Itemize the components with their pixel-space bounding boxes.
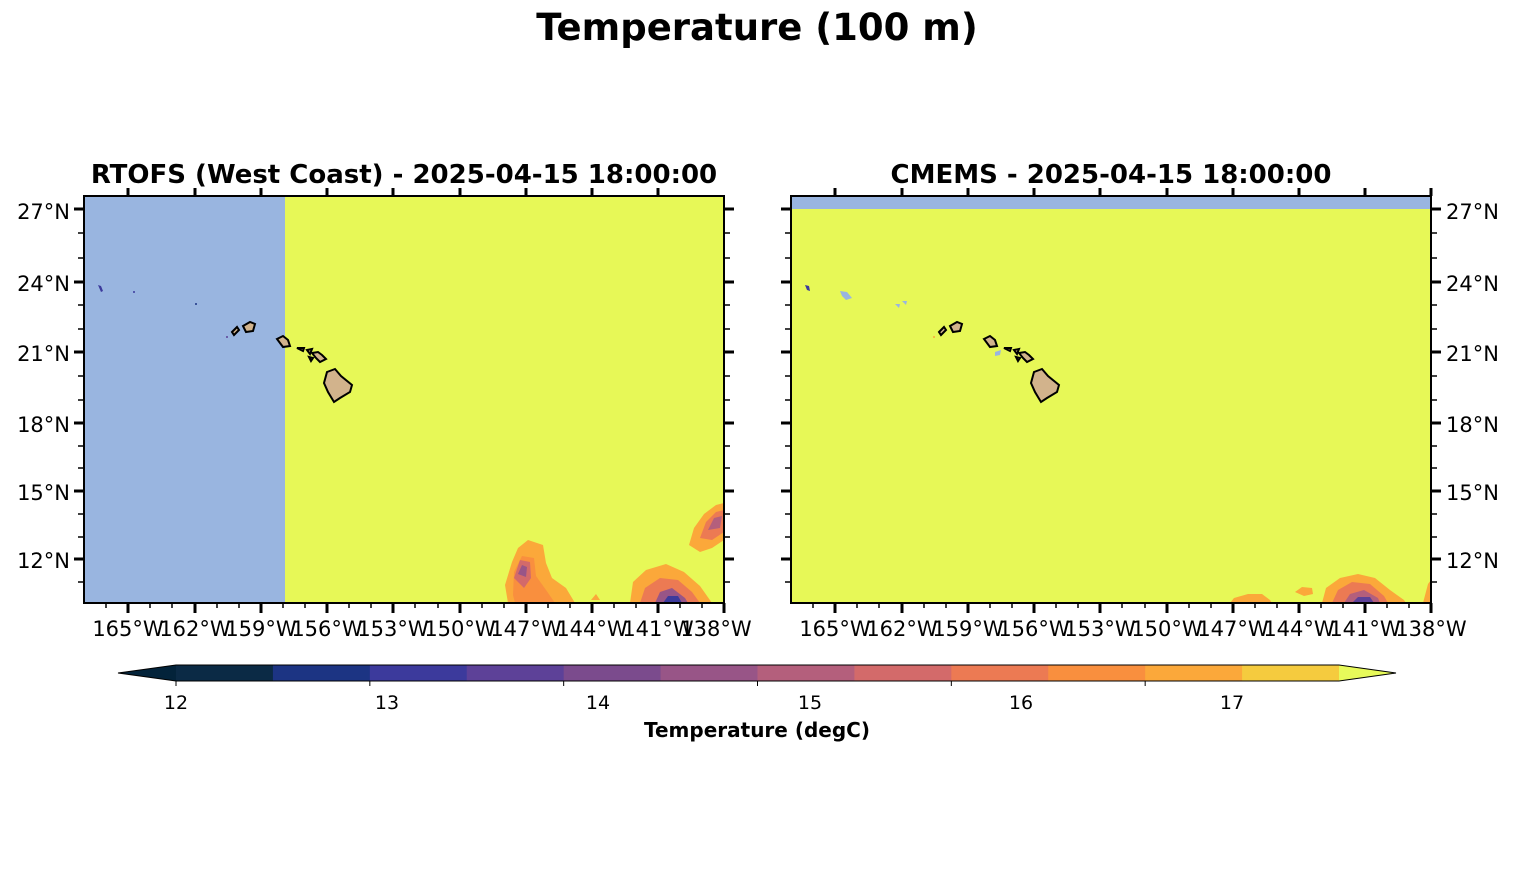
lat-label: 12°N — [17, 549, 70, 573]
colorbar-cell — [176, 665, 274, 681]
lat-label: 15°N — [1446, 481, 1499, 505]
colorbar-tick-label: 16 — [1009, 692, 1033, 714]
colorbar-tick-label: 12 — [164, 692, 188, 714]
colorbar-cell — [369, 665, 468, 681]
lon-label: 150°W — [1131, 617, 1203, 641]
warm-field — [791, 196, 1431, 603]
lon-label: 144°W — [556, 617, 628, 641]
colorbar-tick-label: 17 — [1220, 692, 1244, 714]
colorbar-cell — [660, 665, 758, 681]
lon-label: 156°W — [291, 617, 363, 641]
lon-label: 159°W — [225, 617, 297, 641]
cool-patch-3 — [689, 503, 724, 552]
lat-label: 18°N — [1446, 413, 1499, 437]
lat-label: 21°N — [17, 342, 70, 366]
colorbar: 12 13 14 15 16 17 — [117, 664, 1397, 714]
lon-ticks-left — [126, 188, 726, 613]
colorbar-cell — [757, 665, 855, 681]
lat-label: 27°N — [1446, 200, 1499, 224]
lon-label: 138°W — [1395, 617, 1467, 641]
lon-label: 153°W — [1064, 617, 1136, 641]
map-panel-rtofs: 27°N 24°N 21°N 18°N 15°N 12°N 165°W 162°… — [17, 188, 752, 641]
panel-title-cmems: CMEMS - 2025-04-15 18:00:00 — [890, 160, 1332, 190]
lon-label: 144°W — [1263, 617, 1335, 641]
colorbar-label: Temperature (degC) — [644, 718, 870, 742]
lat-ticks-right — [781, 207, 1441, 561]
lat-label: 18°N — [17, 413, 70, 437]
lon-label: 150°W — [424, 617, 496, 641]
island-group — [230, 320, 354, 404]
cool-patch-2 — [630, 564, 712, 603]
figure-title: Temperature (100 m) — [536, 6, 978, 49]
lon-label: 153°W — [357, 617, 429, 641]
colorbar-under-triangle — [118, 665, 176, 681]
map-panel-cmems: 27°N 24°N 21°N 18°N 15°N 12°N 165°W 162°… — [781, 188, 1499, 641]
lon-label: 159°W — [932, 617, 1004, 641]
no-data-region — [84, 196, 285, 603]
colorbar-tick-label: 14 — [586, 692, 610, 714]
colorbar-cell — [563, 665, 662, 681]
lat-labels-right: 27°N 24°N 21°N 18°N 15°N 12°N — [1446, 200, 1499, 573]
no-data-region — [791, 196, 1431, 209]
lon-label: 162°W — [159, 617, 231, 641]
lat-label: 21°N — [1446, 342, 1499, 366]
lon-label: 165°W — [799, 617, 871, 641]
cool-patch-1 — [505, 540, 575, 603]
lon-label: 138°W — [680, 617, 752, 641]
colorbar-tick-label: 15 — [798, 692, 822, 714]
lat-ticks-left — [74, 207, 734, 561]
colorbar-cell — [951, 665, 1049, 681]
lat-label: 24°N — [1446, 272, 1499, 296]
cool-patch-1 — [1230, 587, 1313, 603]
colorbar-cell — [272, 665, 371, 681]
lon-label: 162°W — [866, 617, 938, 641]
island-group — [937, 320, 1061, 404]
lon-ticks-right — [833, 188, 1433, 613]
cool-patch-2 — [1322, 574, 1406, 603]
colorbar-cell — [1242, 665, 1340, 681]
lat-label: 15°N — [17, 481, 70, 505]
panel-title-rtofs: RTOFS (West Coast) - 2025-04-15 18:00:00 — [90, 160, 718, 190]
lon-label: 141°W — [1329, 617, 1401, 641]
lon-label: 147°W — [1197, 617, 1269, 641]
lon-labels-left: 165°W 162°W 159°W 156°W 153°W 150°W 147°… — [92, 617, 752, 641]
colorbar-cell — [1048, 665, 1146, 681]
lat-label: 12°N — [1446, 549, 1499, 573]
lat-label: 24°N — [17, 272, 70, 296]
colorbar-cell — [466, 665, 565, 681]
lat-label: 27°N — [17, 200, 70, 224]
lon-label: 165°W — [92, 617, 164, 641]
lat-labels-left: 27°N 24°N 21°N 18°N 15°N 12°N — [17, 200, 70, 573]
lon-label: 147°W — [490, 617, 562, 641]
lon-label: 156°W — [998, 617, 1070, 641]
colorbar-over-triangle — [1339, 665, 1396, 681]
colorbar-tick-labels: 12 13 14 15 16 17 — [164, 692, 1244, 714]
colorbar-cell — [854, 665, 952, 681]
colorbar-tick-label: 13 — [375, 692, 399, 714]
lon-label: 141°W — [622, 617, 694, 641]
colorbar-cell — [1145, 665, 1243, 681]
lon-labels-right: 165°W 162°W 159°W 156°W 153°W 150°W 147°… — [799, 617, 1467, 641]
